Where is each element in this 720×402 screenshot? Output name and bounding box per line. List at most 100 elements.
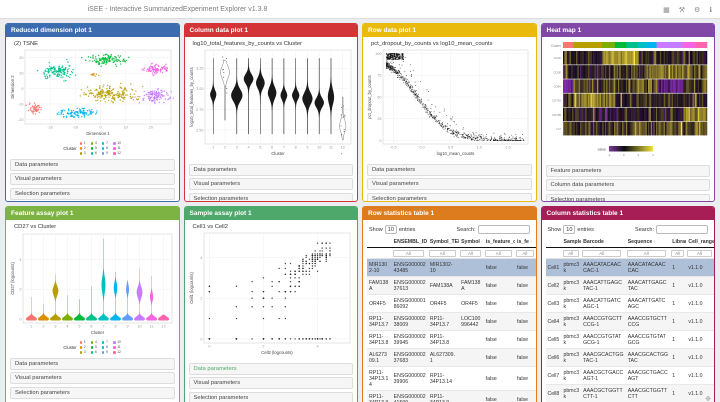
sort-icon[interactable]: ↕ (480, 239, 484, 244)
column-header[interactable]: Symbol↕ (459, 237, 484, 248)
column-header[interactable]: Sequence↕ (625, 237, 671, 248)
data-parameters-collapse[interactable]: Data parameters (10, 357, 175, 370)
column-filter-input[interactable] (562, 249, 579, 257)
page-size-select[interactable]: 10 (563, 225, 576, 234)
column-filter-input[interactable] (516, 249, 534, 257)
table-row[interactable]: Cell1 pbmc3k AAACATACAACCAC-1 AAACATACAACCA… (545, 258, 715, 277)
data-parameters-collapse[interactable]: Data parameters (188, 163, 353, 176)
table-row[interactable]: MIR1302-10 ENSG00000243485 MIR1302-10 false… (367, 258, 536, 277)
feature-parameters-collapse[interactable]: Feature parameters (545, 164, 710, 177)
table-cell: ENSG00000239906 (391, 366, 428, 391)
row-data-scatter-plot[interactable]: -0.5 0.0 0.5 1.0 1.5 0 25 50 75 100 log10_mean_cou… (367, 48, 531, 156)
table-cell: AAACGCTGACCAGT (625, 366, 671, 385)
svg-text:2: 2 (19, 288, 21, 292)
column-filter-input[interactable] (582, 249, 622, 257)
table-row[interactable]: OR4F5 ENSG00000186092 OR4F5 OR4F5 false false (367, 294, 536, 313)
heatmap-plot[interactable]: Cluster CD3D CD3E CD8A CD79A CD79B LYZ (546, 40, 710, 138)
table-cell: 1 (670, 258, 687, 277)
page-size-select[interactable]: 10 (384, 225, 397, 234)
selection-parameters-collapse[interactable]: Selection parameters (10, 187, 175, 200)
legend-item: 6 (90, 151, 97, 156)
visual-parameters-collapse[interactable]: Visual parameters (10, 372, 175, 384)
table-row[interactable]: Cell4 pbmc3k AAACCGTGCTTCCG-1 AAACCGTGCTTCC… (545, 312, 715, 331)
column-header[interactable]: Library↕ (670, 237, 687, 248)
table-search-input[interactable] (656, 225, 708, 234)
sort-icon[interactable]: ↕ (529, 239, 533, 244)
column-filter-input[interactable] (428, 249, 456, 257)
column-filter-input[interactable] (687, 249, 712, 257)
column-header[interactable]: Cell_ranger_version↕ (686, 237, 715, 248)
panel-header[interactable]: Reduced dimension plot 1 (6, 24, 179, 37)
table-row[interactable]: Cell2 pbmc3k AAACATTGAGCTAC-1 AAACATTGAGCTA… (545, 276, 715, 295)
column-header[interactable]: Symbol_TENx↕ (427, 237, 460, 248)
table-row[interactable]: Cell5 pbmc3k AAACCGTGTATGCG-1 AAACCGTGTATGC… (545, 330, 715, 349)
panel-header[interactable]: Heat map 1 (541, 24, 714, 37)
column-filter-input[interactable] (460, 249, 481, 257)
table-row[interactable]: Cell3 pbmc3k AAACATTGATCAGC-1 AAACATTGATCAG… (545, 294, 715, 313)
column-header[interactable]: is_fe↕ (515, 237, 536, 248)
data-parameters-collapse[interactable]: Data parameters (10, 158, 175, 171)
table-cell: 1 (670, 366, 687, 385)
column-header[interactable]: ENSEMBL_ID↕ (391, 237, 428, 248)
selection-parameters-collapse[interactable]: Selection parameters (545, 193, 710, 201)
column-filter-input[interactable] (671, 249, 685, 257)
column-filter-input[interactable] (392, 249, 425, 257)
visual-parameters-collapse[interactable]: Visual parameters (10, 173, 175, 185)
svg-text:pct_dropout_by_counts: pct_dropout_by_counts (367, 75, 372, 119)
settings-gear-icon[interactable]: ⚙ (694, 6, 701, 14)
table-row[interactable]: AL627309.1 ENSG00000237683 AL627309.1 false… (367, 348, 536, 367)
table-search-input[interactable] (477, 225, 530, 234)
panel-header[interactable]: Column statistics table 1 (541, 207, 714, 220)
legend-item: 8 (101, 345, 108, 350)
panel-header[interactable]: Column data plot 1 (184, 24, 357, 37)
table-row[interactable]: RP11-34P13.8 ENSG00000239945 RP11-34P13.8 f… (367, 330, 536, 349)
data-parameters-collapse[interactable]: Data parameters (188, 362, 353, 375)
table-cell: v1.1.0 (686, 258, 715, 277)
selection-parameters-collapse[interactable]: Selection parameters (10, 386, 175, 399)
table-row[interactable]: RP11-34P13.14 ENSG00000239906 RP11-34P13.1… (367, 366, 536, 391)
table-row[interactable]: Cell8 pbmc3k AAACGCTGGTTCTT-1 AAACGCTGGTTCT… (545, 384, 715, 402)
column-filter-input[interactable] (484, 249, 512, 257)
table-row[interactable]: Cell6 pbmc3k AAACGCACTGGTAC-1 AAACGCACTGGTA… (545, 348, 715, 367)
panel-move-handle-icon[interactable]: ✥ (705, 396, 711, 402)
panel-header[interactable]: Feature assay plot 1 (6, 207, 179, 220)
tour-wrench-icon[interactable]: ⚒ (678, 6, 686, 14)
table-row[interactable]: FAM138A ENSG00000237613 FAM138A FAM138A fals… (367, 276, 536, 295)
selection-parameters-collapse[interactable]: Selection parameters (367, 192, 532, 201)
svg-text:0.0: 0.0 (419, 146, 424, 150)
column-header[interactable]: is_feature_control↕ (483, 237, 516, 248)
column-data-violin-plot[interactable]: 1 2 3 4 5 6 7 8 9 10 11 122.502.753.003.25Clusterlo… (189, 40, 353, 156)
table-row[interactable]: RP11-34P13.9ENSG00000241599RP11-34P13.9 f… (367, 390, 536, 402)
column-data-parameters-collapse[interactable]: Column data parameters (545, 179, 710, 191)
data-parameters-collapse[interactable]: Data parameters (367, 163, 532, 176)
sort-icon[interactable]: ↕ (604, 239, 608, 244)
table-cell: AAACATTGATCAGC-1 (581, 294, 626, 313)
svg-text:Dimension 1: Dimension 1 (86, 131, 110, 136)
table-cell: ENSG00000238009 (391, 312, 428, 331)
visual-parameters-collapse[interactable]: Visual parameters (367, 178, 532, 190)
tsne-scatter-plot[interactable]: -20 -10 0 10 20 -20 -10 0 10 20 Dimension 1 Dimensi… (10, 48, 174, 136)
visual-parameters-collapse[interactable]: Visual parameters (188, 377, 353, 389)
table-search: Search: (457, 225, 530, 234)
panel-header[interactable]: Row statistics table 1 (363, 207, 536, 220)
sample-assay-scatter-plot[interactable]: 0 2 4 0 2 4 Cell2 (logcounts) Cell1 (logcounts) (189, 231, 353, 355)
column-filter-input[interactable] (626, 249, 666, 257)
svg-text:Cluster: Cluster (271, 151, 285, 156)
table-row[interactable]: Cell7 pbmc3k AAACGCTGACCAGT-1 AAACGCTGACCAG… (545, 366, 715, 385)
column-header[interactable]: Sample↕ (561, 237, 582, 248)
column-header[interactable]: Barcode↕ (581, 237, 626, 248)
info-icon[interactable]: ℹ (709, 6, 712, 14)
legend-item: 1 (79, 340, 86, 345)
panel-header[interactable]: Row data plot 1 (363, 24, 536, 37)
visual-parameters-collapse[interactable]: Visual parameters (188, 178, 353, 190)
svg-text:10: 10 (124, 126, 128, 130)
panel-header[interactable]: Sample assay plot 1 (184, 207, 357, 220)
svg-text:CD8A: CD8A (553, 84, 561, 88)
selection-parameters-collapse[interactable]: Selection parameters (188, 192, 353, 201)
sort-icon[interactable]: ↕ (653, 239, 656, 244)
table-cell: ENSG00000237683 (391, 348, 428, 367)
selection-parameters-collapse[interactable]: Selection parameters (188, 391, 353, 402)
table-row[interactable]: RP11-34P13.7 ENSG00000238009 RP11-34P13.7 L… (367, 312, 536, 331)
panel-organization-icon[interactable]: ▦ (663, 6, 670, 14)
